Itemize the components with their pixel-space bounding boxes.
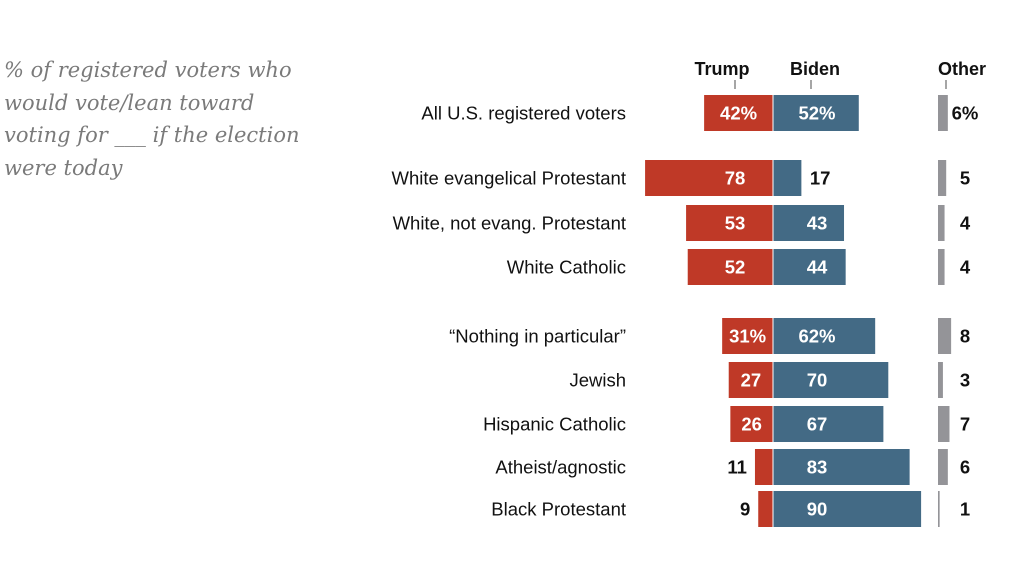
header-trump: Trump	[694, 59, 749, 79]
value-label-trump: 52	[725, 257, 746, 278]
bar-trump	[730, 406, 773, 442]
category-label: Atheist/agnostic	[495, 457, 626, 478]
bar-trump	[686, 205, 773, 241]
value-label-biden: 43	[807, 213, 828, 234]
value-label-biden: 62%	[798, 326, 835, 347]
bar-trump	[704, 95, 773, 131]
category-label: Jewish	[569, 370, 626, 391]
bar-biden	[773, 491, 922, 527]
header-biden: Biden	[790, 59, 840, 79]
value-label-trump: 26	[741, 414, 762, 435]
value-label-other: 4	[960, 213, 971, 234]
chart-subtitle: % of registered voters who would vote/le…	[4, 58, 300, 180]
value-label-biden: 67	[807, 414, 828, 435]
value-label-other: 6	[960, 457, 970, 478]
value-label-trump: 9	[740, 499, 750, 520]
category-label: Hispanic Catholic	[483, 414, 626, 435]
value-label-other: 1	[960, 499, 970, 520]
value-label-biden: 90	[807, 499, 828, 520]
value-label-biden: 52%	[798, 103, 835, 124]
value-label-biden: 44	[807, 257, 828, 278]
value-label-trump: 31%	[729, 326, 766, 347]
bar-other	[938, 95, 948, 131]
value-label-biden: 17	[810, 168, 831, 189]
value-label-trump: 27	[741, 370, 762, 391]
value-label-other: 8	[960, 326, 970, 347]
category-label: White evangelical Protestant	[392, 168, 626, 189]
value-label-trump: 11	[727, 457, 747, 478]
bar-other	[938, 205, 945, 241]
bar-biden	[773, 362, 889, 398]
value-label-trump: 53	[725, 213, 746, 234]
bar-biden	[773, 95, 859, 131]
value-label-trump: 42%	[720, 103, 757, 124]
value-label-biden: 83	[807, 457, 828, 478]
value-label-other: 3	[960, 370, 970, 391]
category-label: White Catholic	[507, 257, 626, 278]
value-label-other: 7	[960, 414, 970, 435]
bar-other	[938, 318, 952, 354]
bar-biden	[773, 160, 802, 196]
value-label-other: 4	[960, 257, 971, 278]
bar-other	[938, 362, 943, 398]
bar-trump	[754, 449, 773, 485]
bar-other	[938, 406, 950, 442]
category-label: “Nothing in particular”	[449, 326, 626, 347]
bar-biden	[773, 449, 910, 485]
value-label-other: 6%	[952, 103, 979, 124]
category-label: Black Protestant	[491, 499, 626, 520]
bar-other	[938, 160, 947, 196]
bar-trump	[722, 318, 773, 354]
bar-trump	[645, 160, 773, 196]
bar-biden	[773, 318, 876, 354]
bar-trump	[687, 249, 773, 285]
bar-other	[938, 491, 940, 527]
bar-other	[938, 249, 945, 285]
bar-biden	[773, 406, 884, 442]
category-label: White, not evang. Protestant	[393, 213, 626, 234]
value-label-trump: 78	[725, 168, 746, 189]
header-other: Other	[938, 59, 986, 79]
bar-trump	[758, 491, 773, 527]
bar-biden	[773, 205, 845, 241]
bar-biden	[773, 249, 846, 285]
category-label: All U.S. registered voters	[421, 103, 626, 124]
value-label-other: 5	[960, 168, 970, 189]
bar-other	[938, 449, 948, 485]
value-label-biden: 70	[807, 370, 828, 391]
bar-trump	[728, 362, 773, 398]
